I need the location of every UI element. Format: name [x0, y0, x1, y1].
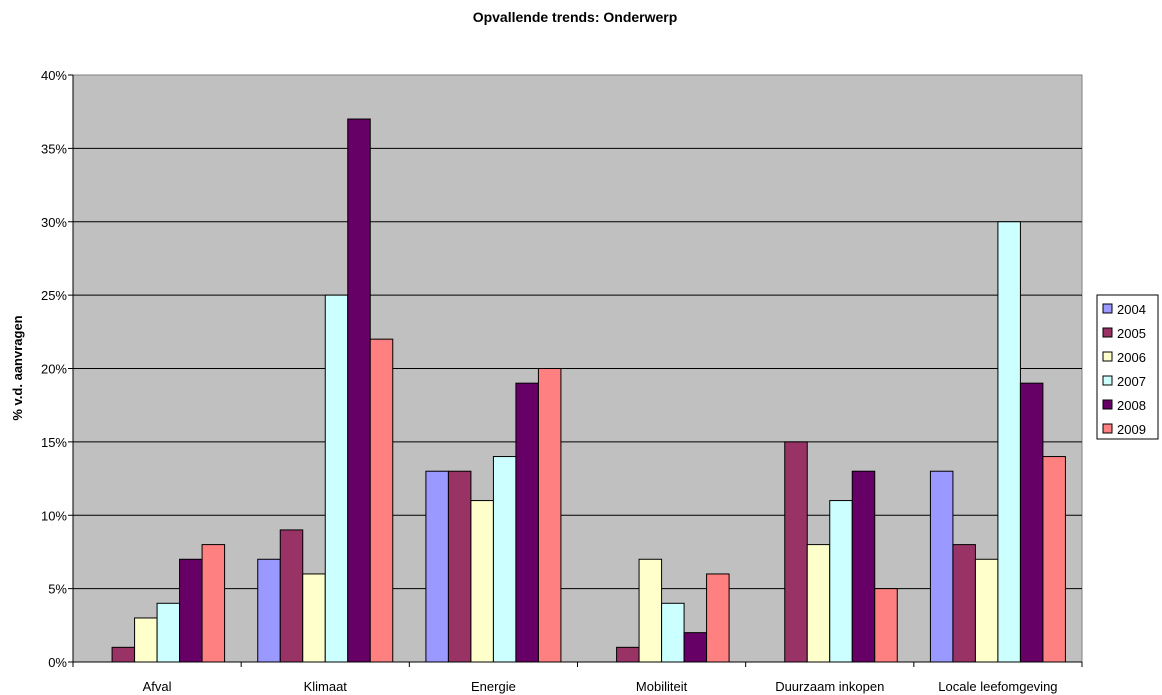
y-tick-label: 25% [41, 288, 67, 303]
bar-2005-duurzaam-inkopen [784, 441, 808, 663]
bar-2006-mobiliteit [638, 558, 663, 663]
bar-2005-energie [447, 470, 472, 663]
legend-swatch [1102, 399, 1113, 410]
bar-2007-klimaat [324, 294, 349, 663]
bar-2005-afval [111, 646, 136, 663]
y-tick-label: 35% [41, 141, 67, 156]
legend-swatch [1102, 303, 1113, 314]
bar-2008-locale-leefomgeving [1019, 382, 1044, 663]
x-tick-label: Afval [143, 679, 172, 694]
y-tick-label: 30% [41, 215, 67, 230]
bar-2009-energie [537, 368, 562, 663]
legend-box [1096, 294, 1159, 440]
x-tick-label: Klimaat [304, 679, 348, 694]
legend-label: 2006 [1117, 350, 1146, 365]
legend-label: 2009 [1117, 422, 1146, 437]
bar-2005-mobiliteit [616, 646, 640, 663]
legend-label: 2005 [1117, 326, 1146, 341]
x-tick-label: Duurzaam inkopen [775, 679, 884, 694]
y-tick-label: 20% [41, 362, 67, 377]
bar-2006-klimaat [302, 573, 326, 663]
x-axis-ticks: Afval Klimaat Energie Mobiliteit Duurzaam in… [72, 662, 1083, 694]
legend-swatch [1102, 327, 1113, 338]
legend-swatch [1102, 423, 1113, 434]
chart-title: Opvallende trends: Onderwerp [473, 9, 678, 25]
legend-label: 2008 [1117, 398, 1146, 413]
bar-2006-locale-leefomgeving [974, 558, 999, 663]
legend-label: 2007 [1117, 374, 1146, 389]
bar-2008-mobiliteit [683, 632, 708, 663]
bars [111, 118, 1066, 663]
bar-2009-duurzaam-inkopen [874, 588, 898, 663]
y-axis-ticks: 0% 5% 10% 15% 20% 25% 30% 35% 40% [41, 68, 73, 670]
bar-2005-klimaat [279, 529, 304, 663]
x-tick-label: Energie [471, 679, 516, 694]
bar-2004-locale-leefomgeving [929, 470, 954, 663]
bar-2008-klimaat [347, 118, 371, 663]
bar-2008-energie [515, 382, 539, 663]
legend-label: 2004 [1117, 302, 1146, 317]
x-tick-label: Locale leefomgeving [938, 679, 1057, 694]
legend-swatch [1102, 351, 1113, 362]
bar-2006-duurzaam-inkopen [806, 544, 831, 663]
y-tick-label: 0% [48, 655, 67, 670]
bar-2004-energie [425, 470, 449, 663]
bar-2009-klimaat [369, 338, 394, 663]
bar-2008-duurzaam-inkopen [851, 470, 876, 663]
bar-2004-klimaat [257, 558, 281, 663]
bar-2005-locale-leefomgeving [952, 544, 976, 663]
y-axis-label: % v.d. aanvragen [10, 315, 25, 420]
y-tick-label: 10% [41, 508, 67, 523]
bar-2007-energie [492, 456, 517, 663]
bar-2008-afval [179, 558, 203, 663]
bar-2006-energie [470, 500, 494, 663]
bar-2007-afval [156, 602, 181, 663]
bar-2009-locale-leefomgeving [1042, 456, 1066, 663]
bar-2007-mobiliteit [661, 602, 685, 663]
bar-2006-afval [134, 617, 158, 663]
legend: 2004 2005 2006 2007 2008 2009 [1096, 294, 1159, 440]
legend-swatch [1102, 375, 1113, 386]
bar-2009-afval [201, 544, 226, 663]
gridlines [73, 147, 1082, 590]
y-tick-label: 15% [41, 435, 67, 450]
bar-2009-mobiliteit [706, 573, 730, 663]
y-tick-label: 5% [48, 582, 67, 597]
x-tick-label: Mobiliteit [636, 679, 688, 694]
y-tick-label: 40% [41, 68, 67, 83]
bar-2007-locale-leefomgeving [997, 221, 1021, 663]
bar-2007-duurzaam-inkopen [829, 500, 853, 663]
